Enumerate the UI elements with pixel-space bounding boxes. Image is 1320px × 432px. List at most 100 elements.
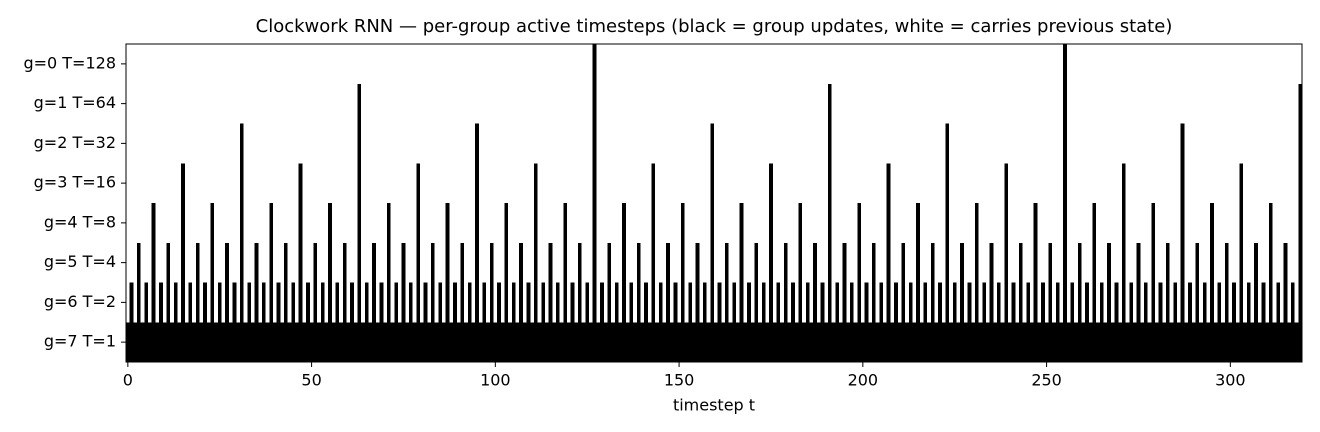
cell <box>184 242 189 283</box>
cell <box>386 322 391 363</box>
cell <box>791 282 796 323</box>
cell <box>934 203 939 244</box>
cell <box>1055 242 1060 283</box>
cell <box>714 203 718 244</box>
cell <box>1243 242 1248 283</box>
cell <box>405 83 410 124</box>
cell <box>541 322 546 363</box>
cell <box>331 242 336 283</box>
cell <box>467 123 472 164</box>
cell <box>497 322 502 363</box>
cell <box>985 163 990 204</box>
cell <box>805 123 810 164</box>
cell <box>1037 83 1042 124</box>
cell <box>225 242 230 283</box>
cell <box>1232 44 1237 85</box>
cell <box>1008 282 1012 323</box>
cell <box>541 44 546 85</box>
cell <box>420 203 424 244</box>
cell <box>930 322 935 363</box>
cell <box>508 322 513 363</box>
cell <box>600 322 605 363</box>
cell <box>684 282 689 323</box>
cell <box>989 242 994 283</box>
cell <box>776 123 781 164</box>
cell <box>1213 123 1218 164</box>
cell <box>894 83 899 124</box>
cell <box>383 44 388 85</box>
cell <box>210 322 215 363</box>
cell <box>357 242 362 283</box>
cell <box>688 203 693 244</box>
cell <box>658 163 663 204</box>
cell <box>1092 163 1097 204</box>
cell <box>684 44 689 85</box>
cell <box>471 282 476 323</box>
cell <box>802 83 807 124</box>
cell <box>420 163 424 204</box>
cell <box>486 123 491 164</box>
cell <box>544 83 549 124</box>
cell <box>423 44 428 85</box>
cell <box>956 83 961 124</box>
cell <box>195 242 200 283</box>
cell <box>1107 322 1112 363</box>
cell <box>710 282 715 323</box>
cell <box>559 322 564 363</box>
cell <box>1077 203 1082 244</box>
cell <box>203 83 208 124</box>
cell <box>824 123 829 164</box>
cell <box>405 242 410 283</box>
cell <box>916 83 921 124</box>
cell <box>952 203 957 244</box>
cell <box>688 163 693 204</box>
cell <box>390 282 395 323</box>
cell <box>622 123 627 164</box>
cell <box>611 44 616 85</box>
cell <box>1268 163 1273 204</box>
cell <box>883 242 888 283</box>
cell <box>706 83 711 124</box>
cell <box>783 123 788 164</box>
cell <box>651 203 656 244</box>
cell <box>221 44 226 85</box>
cell <box>827 322 832 363</box>
cell <box>622 322 627 363</box>
cell <box>861 203 865 244</box>
cell <box>1166 322 1170 363</box>
cell <box>291 83 296 124</box>
cell <box>331 282 336 323</box>
cell <box>397 282 402 323</box>
cell <box>361 163 366 204</box>
cell <box>478 322 483 363</box>
cell <box>1037 242 1042 283</box>
cell <box>787 242 792 283</box>
cell <box>522 203 527 244</box>
cell <box>1261 242 1266 283</box>
cell <box>1125 83 1130 124</box>
cell <box>714 322 718 363</box>
cell <box>284 44 288 85</box>
cell <box>140 83 145 124</box>
cell <box>633 322 638 363</box>
cell <box>214 322 219 363</box>
cell <box>618 83 623 124</box>
cell <box>853 83 858 124</box>
cell <box>974 242 979 283</box>
cell <box>478 83 483 124</box>
cell <box>919 242 924 283</box>
cell <box>596 83 601 124</box>
cell <box>372 44 377 85</box>
cell <box>331 322 336 363</box>
cell <box>287 242 292 283</box>
cell <box>544 44 549 85</box>
cell <box>192 163 197 204</box>
cell <box>401 83 406 124</box>
cell <box>772 203 777 244</box>
cell <box>250 123 255 164</box>
cell <box>978 322 983 363</box>
cell <box>1118 242 1123 283</box>
cell <box>453 282 458 323</box>
cell <box>221 123 226 164</box>
cell <box>963 123 968 164</box>
